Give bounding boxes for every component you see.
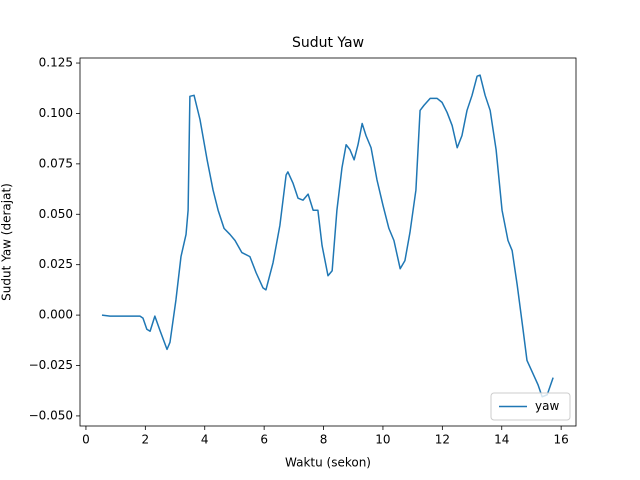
- x-tick-label: 10: [375, 433, 390, 447]
- x-tick-label: 14: [494, 433, 509, 447]
- x-tick-label: 6: [260, 433, 268, 447]
- x-tick-label: 8: [320, 433, 328, 447]
- y-tick-label: 0.000: [39, 308, 73, 322]
- x-tick-label: 0: [82, 433, 90, 447]
- y-tick-label: 0.125: [39, 56, 73, 70]
- x-tick-label: 16: [554, 433, 569, 447]
- y-tick-label: −0.025: [29, 358, 73, 372]
- y-axis-label: Sudut Yaw (derajat): [0, 183, 14, 301]
- y-tick-label: 0.050: [39, 207, 73, 221]
- legend-box: [490, 392, 571, 421]
- x-axis-label: Waktu (sekon): [285, 456, 371, 470]
- legend-label: yaw: [535, 399, 559, 413]
- plot-frame: [79, 57, 577, 427]
- x-tick-label: 2: [142, 433, 150, 447]
- x-tick-label: 12: [435, 433, 450, 447]
- chart-title: Sudut Yaw: [292, 35, 364, 51]
- y-tick-label: 0.100: [39, 106, 73, 120]
- x-tick-label: 4: [201, 433, 209, 447]
- y-tick-label: 0.075: [39, 156, 73, 170]
- y-tick-label: −0.050: [29, 408, 73, 422]
- y-tick-label: 0.025: [39, 257, 73, 271]
- data-line: [101, 74, 554, 398]
- legend: yaw: [490, 392, 571, 421]
